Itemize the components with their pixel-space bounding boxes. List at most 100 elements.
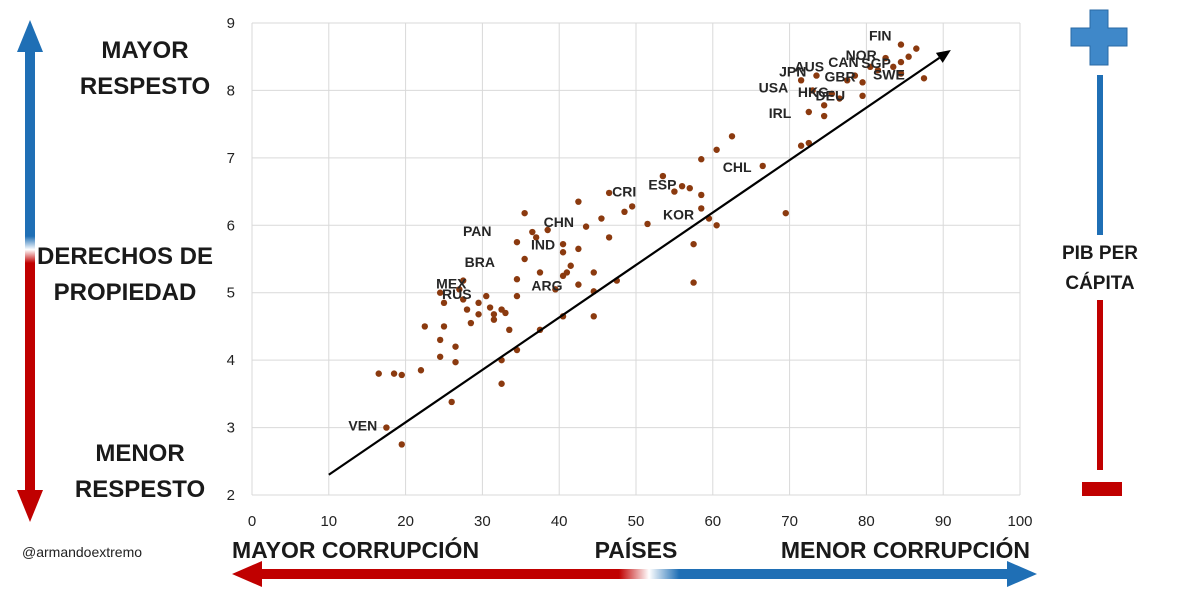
country-label: DEU — [816, 88, 846, 104]
data-point — [867, 63, 874, 71]
x-tick-label: 30 — [474, 513, 491, 530]
data-point — [417, 367, 425, 374]
x-tick-labels: 0 10 20 30 40 50 60 70 80 90 100 — [248, 513, 1033, 530]
data-point — [859, 79, 866, 86]
data-point — [859, 92, 866, 100]
data-point — [456, 286, 463, 293]
data-point — [544, 226, 551, 234]
country-label: CRI — [612, 183, 636, 199]
data-point — [759, 162, 766, 170]
data-point — [440, 299, 448, 307]
data-point — [897, 58, 905, 66]
data-point — [698, 205, 705, 212]
bottom-left-label: MAYOR CORRUPCIÓN — [232, 536, 479, 563]
country-label: PAN — [463, 223, 492, 239]
country-label: MEX — [436, 276, 467, 292]
y-tick-label: 2 — [227, 487, 235, 504]
trend-line-shaft — [328, 56, 940, 476]
data-point — [529, 228, 536, 236]
data-point — [797, 142, 805, 149]
data-point — [851, 72, 859, 79]
country-label: ARG — [531, 277, 562, 293]
country-label: RUS — [442, 286, 472, 302]
country-label: NOR — [846, 47, 877, 63]
data-point — [452, 358, 459, 366]
y-tick-labels: 2 3 4 5 6 7 8 9 — [227, 15, 235, 504]
data-point — [797, 77, 805, 84]
data-point — [436, 353, 444, 360]
data-point — [897, 70, 905, 77]
data-point — [690, 279, 697, 286]
y-tick-label: 3 — [227, 420, 235, 437]
country-label: KOR — [663, 207, 694, 223]
data-point — [460, 296, 467, 303]
data-points — [375, 41, 928, 448]
y-tick-label: 7 — [227, 150, 235, 167]
country-label: CHL — [723, 159, 752, 175]
country-label: JPN — [779, 63, 806, 79]
middle-label-line1: DERECHOS DE — [37, 243, 213, 270]
country-label: GBR — [825, 68, 856, 84]
x-tick-label: 60 — [704, 513, 721, 530]
minus-icon — [1082, 482, 1122, 496]
country-label: CAN — [828, 54, 858, 70]
data-point — [563, 269, 571, 276]
data-point — [436, 289, 444, 296]
country-label: USA — [759, 79, 789, 95]
data-point — [502, 309, 509, 317]
data-point — [375, 370, 382, 377]
data-point — [582, 223, 590, 230]
data-point — [590, 269, 597, 276]
data-point — [398, 371, 405, 379]
left-double-arrow — [17, 20, 43, 522]
y-tick-label: 8 — [227, 82, 235, 99]
country-label: BRA — [465, 254, 495, 270]
x-tick-label: 40 — [551, 513, 568, 530]
data-point — [475, 299, 482, 307]
x-tick-label: 0 — [248, 513, 256, 530]
country-label: IRL — [769, 105, 792, 121]
data-point — [490, 311, 498, 318]
middle-label-line2: PROPIEDAD — [54, 279, 197, 306]
data-point — [820, 112, 828, 120]
data-point — [475, 311, 482, 318]
data-point — [383, 424, 390, 431]
data-point — [686, 185, 693, 192]
author-credit: @armandoextremo — [22, 544, 142, 560]
data-point — [506, 326, 513, 333]
bottom-label-line1: MENOR — [95, 440, 184, 467]
data-point — [440, 323, 448, 330]
trend-line — [328, 49, 951, 476]
data-point — [621, 208, 628, 215]
bottom-right-label: MENOR CORRUPCIÓN — [781, 536, 1030, 563]
country-label: IND — [531, 236, 555, 252]
data-point — [809, 87, 816, 94]
data-point — [659, 172, 667, 180]
top-label-line2: RESPESTO — [80, 73, 210, 100]
bottom-label-line2: RESPESTO — [75, 476, 205, 503]
bottom-center-label: PAÍSES — [595, 536, 678, 563]
top-label-line1: MAYOR — [101, 37, 188, 64]
right-red-bar — [1097, 300, 1103, 470]
x-tick-label: 70 — [781, 513, 798, 530]
data-point — [813, 72, 820, 79]
bottom-double-arrow — [232, 561, 1037, 587]
left-arrow-up-head — [17, 20, 43, 52]
country-label: CHN — [544, 214, 574, 230]
x-tick-label: 20 — [397, 513, 414, 530]
country-label: HKG — [798, 84, 829, 100]
data-point — [552, 286, 559, 293]
data-point — [390, 370, 398, 377]
data-point — [590, 313, 597, 320]
data-point — [559, 240, 567, 248]
data-point — [421, 323, 428, 330]
data-point — [805, 108, 812, 116]
x-tick-label: 80 — [858, 513, 875, 530]
right-gdp-scale — [1070, 9, 1128, 496]
data-point — [698, 191, 705, 199]
left-arrow-down-head — [17, 490, 43, 522]
x-tick-label: 10 — [320, 513, 337, 530]
country-label: FIN — [869, 28, 892, 44]
